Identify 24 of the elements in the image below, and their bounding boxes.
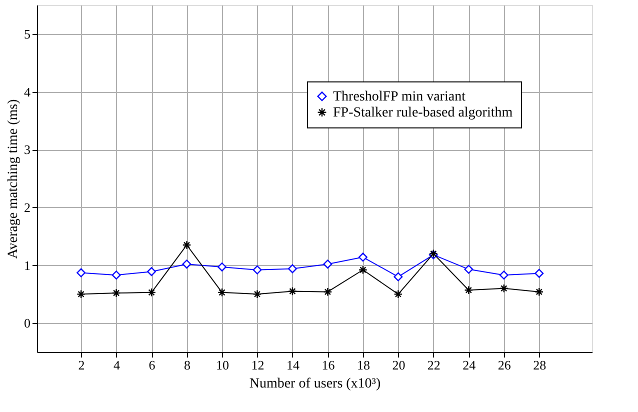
legend-label: ThresholFP min variant xyxy=(333,89,466,104)
x-axis-title: Number of users (x10³) xyxy=(249,376,381,392)
y-tick-label: 1 xyxy=(24,258,30,273)
y-tick-label: 2 xyxy=(24,200,30,215)
y-tick-label: 5 xyxy=(24,26,30,42)
x-tick-label: 8 xyxy=(184,358,191,372)
x-tick-label: 18 xyxy=(356,358,370,372)
legend-label: FP-Stalker rule-based algorithm xyxy=(333,105,513,120)
x-tick-label: 24 xyxy=(462,358,476,372)
y-axis-title: Average matching time (ms) xyxy=(6,98,21,259)
x-tick-label: 12 xyxy=(251,358,264,372)
x-tick-label: 20 xyxy=(392,358,406,372)
x-tick-label: 4 xyxy=(114,358,121,372)
x-tick-label: 2 xyxy=(78,358,85,372)
x-tick-label: 22 xyxy=(427,358,440,372)
y-tick-label: 0 xyxy=(24,316,30,331)
y-tick-label: 3 xyxy=(24,142,30,158)
x-tick-label: 14 xyxy=(286,358,300,372)
x-tick-label: 28 xyxy=(533,358,546,372)
x-tick-label: 26 xyxy=(498,358,512,372)
x-tick-label: 10 xyxy=(216,358,229,372)
y-tick-label: 4 xyxy=(24,84,31,100)
x-tick-label: 6 xyxy=(148,358,156,372)
x-tick-label: 16 xyxy=(322,358,336,372)
